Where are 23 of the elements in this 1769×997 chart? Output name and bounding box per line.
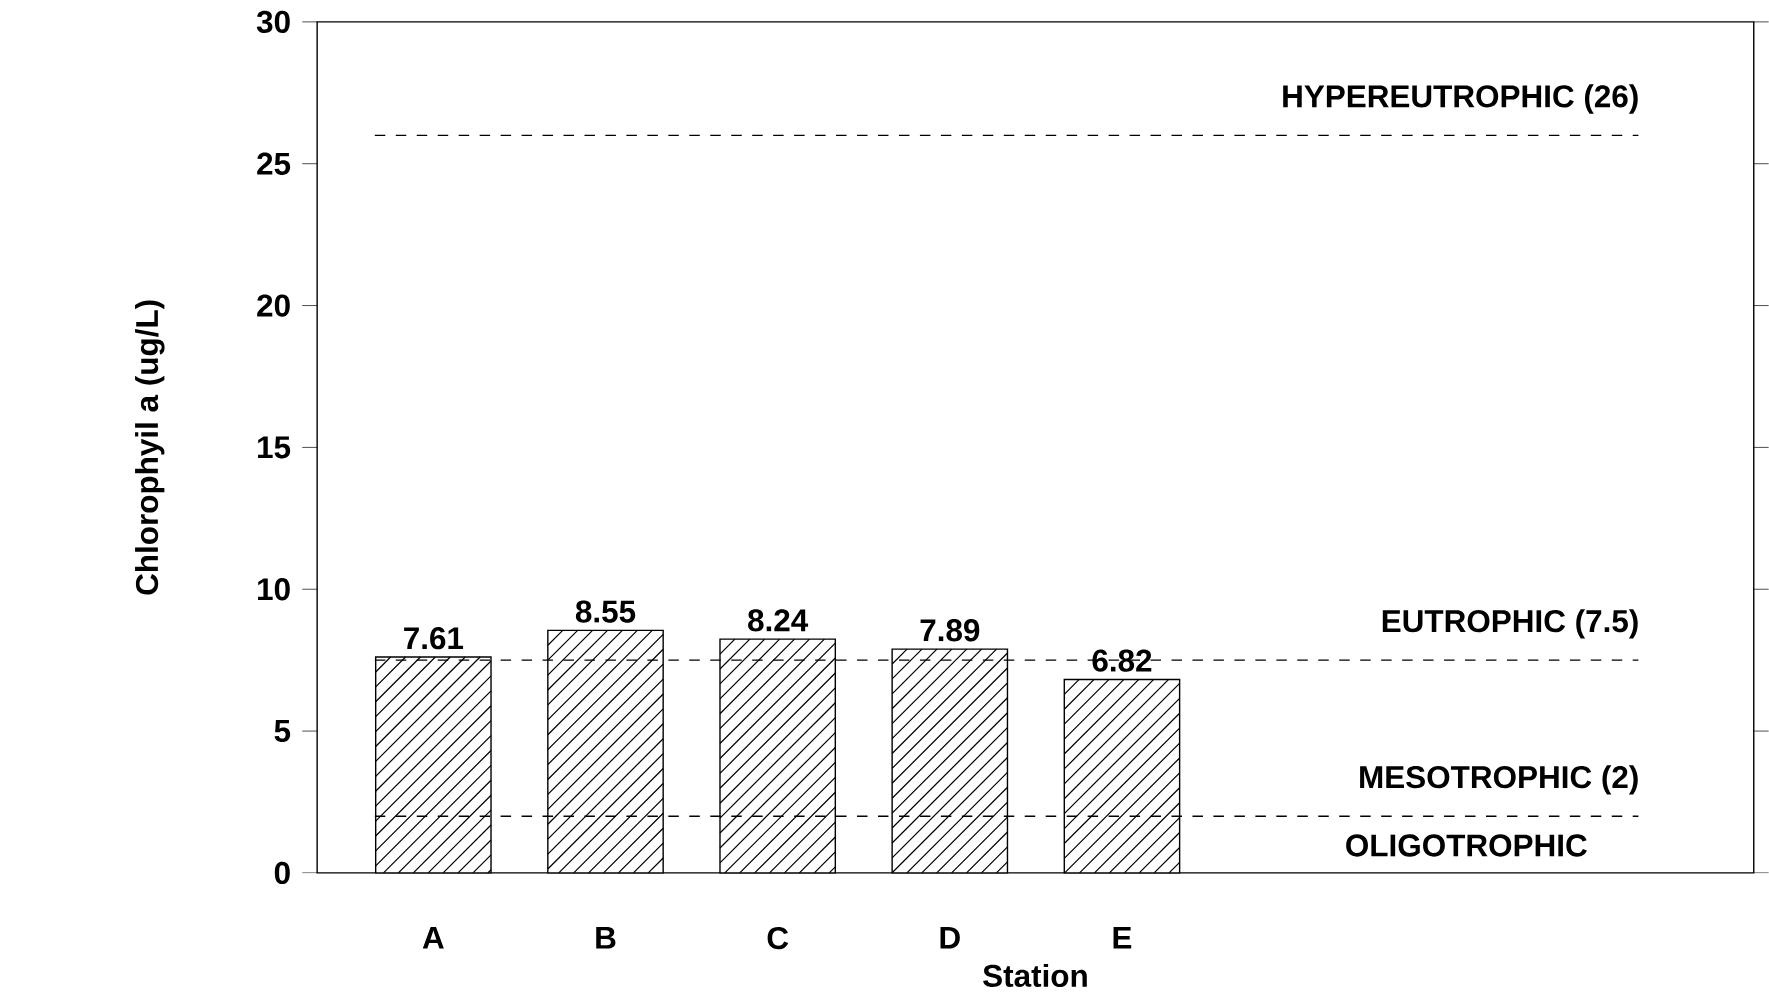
data-label: 8.55 bbox=[575, 600, 636, 623]
x-axis-title: Station bbox=[983, 963, 1087, 987]
y-tick-label: 0 bbox=[274, 861, 290, 884]
x-tick-label: D bbox=[940, 926, 960, 949]
y-tick-label: 15 bbox=[258, 436, 291, 459]
x-tick-label: E bbox=[1113, 926, 1132, 949]
y-tick-label: 20 bbox=[257, 294, 290, 317]
y-tick-label: 25 bbox=[257, 152, 291, 175]
ref-line-label: HYPEREUTROPHIC (26) bbox=[1283, 84, 1638, 114]
y-tick-label: 30 bbox=[256, 10, 290, 33]
data-label: 7.61 bbox=[404, 626, 464, 650]
x-tick-label: B bbox=[596, 926, 616, 949]
x-tick-label: C bbox=[767, 926, 789, 950]
y-axis-title: Chlorophyil a (ug/L) bbox=[135, 300, 165, 595]
ref-line-label: MESOTROPHIC (2) bbox=[1360, 764, 1638, 795]
ref-line-label: EUTROPHIC (7.5) bbox=[1382, 608, 1638, 639]
y-tick-label: 5 bbox=[274, 719, 291, 742]
text: OLIGOTROPHIC bbox=[1346, 834, 1587, 857]
data-label: 8.24 bbox=[748, 608, 809, 632]
data-label: 7.89 bbox=[920, 618, 980, 642]
x-tick-label: A bbox=[422, 926, 444, 949]
data-label: 6.82 bbox=[1092, 649, 1152, 672]
y-tick-label: 10 bbox=[258, 577, 290, 601]
